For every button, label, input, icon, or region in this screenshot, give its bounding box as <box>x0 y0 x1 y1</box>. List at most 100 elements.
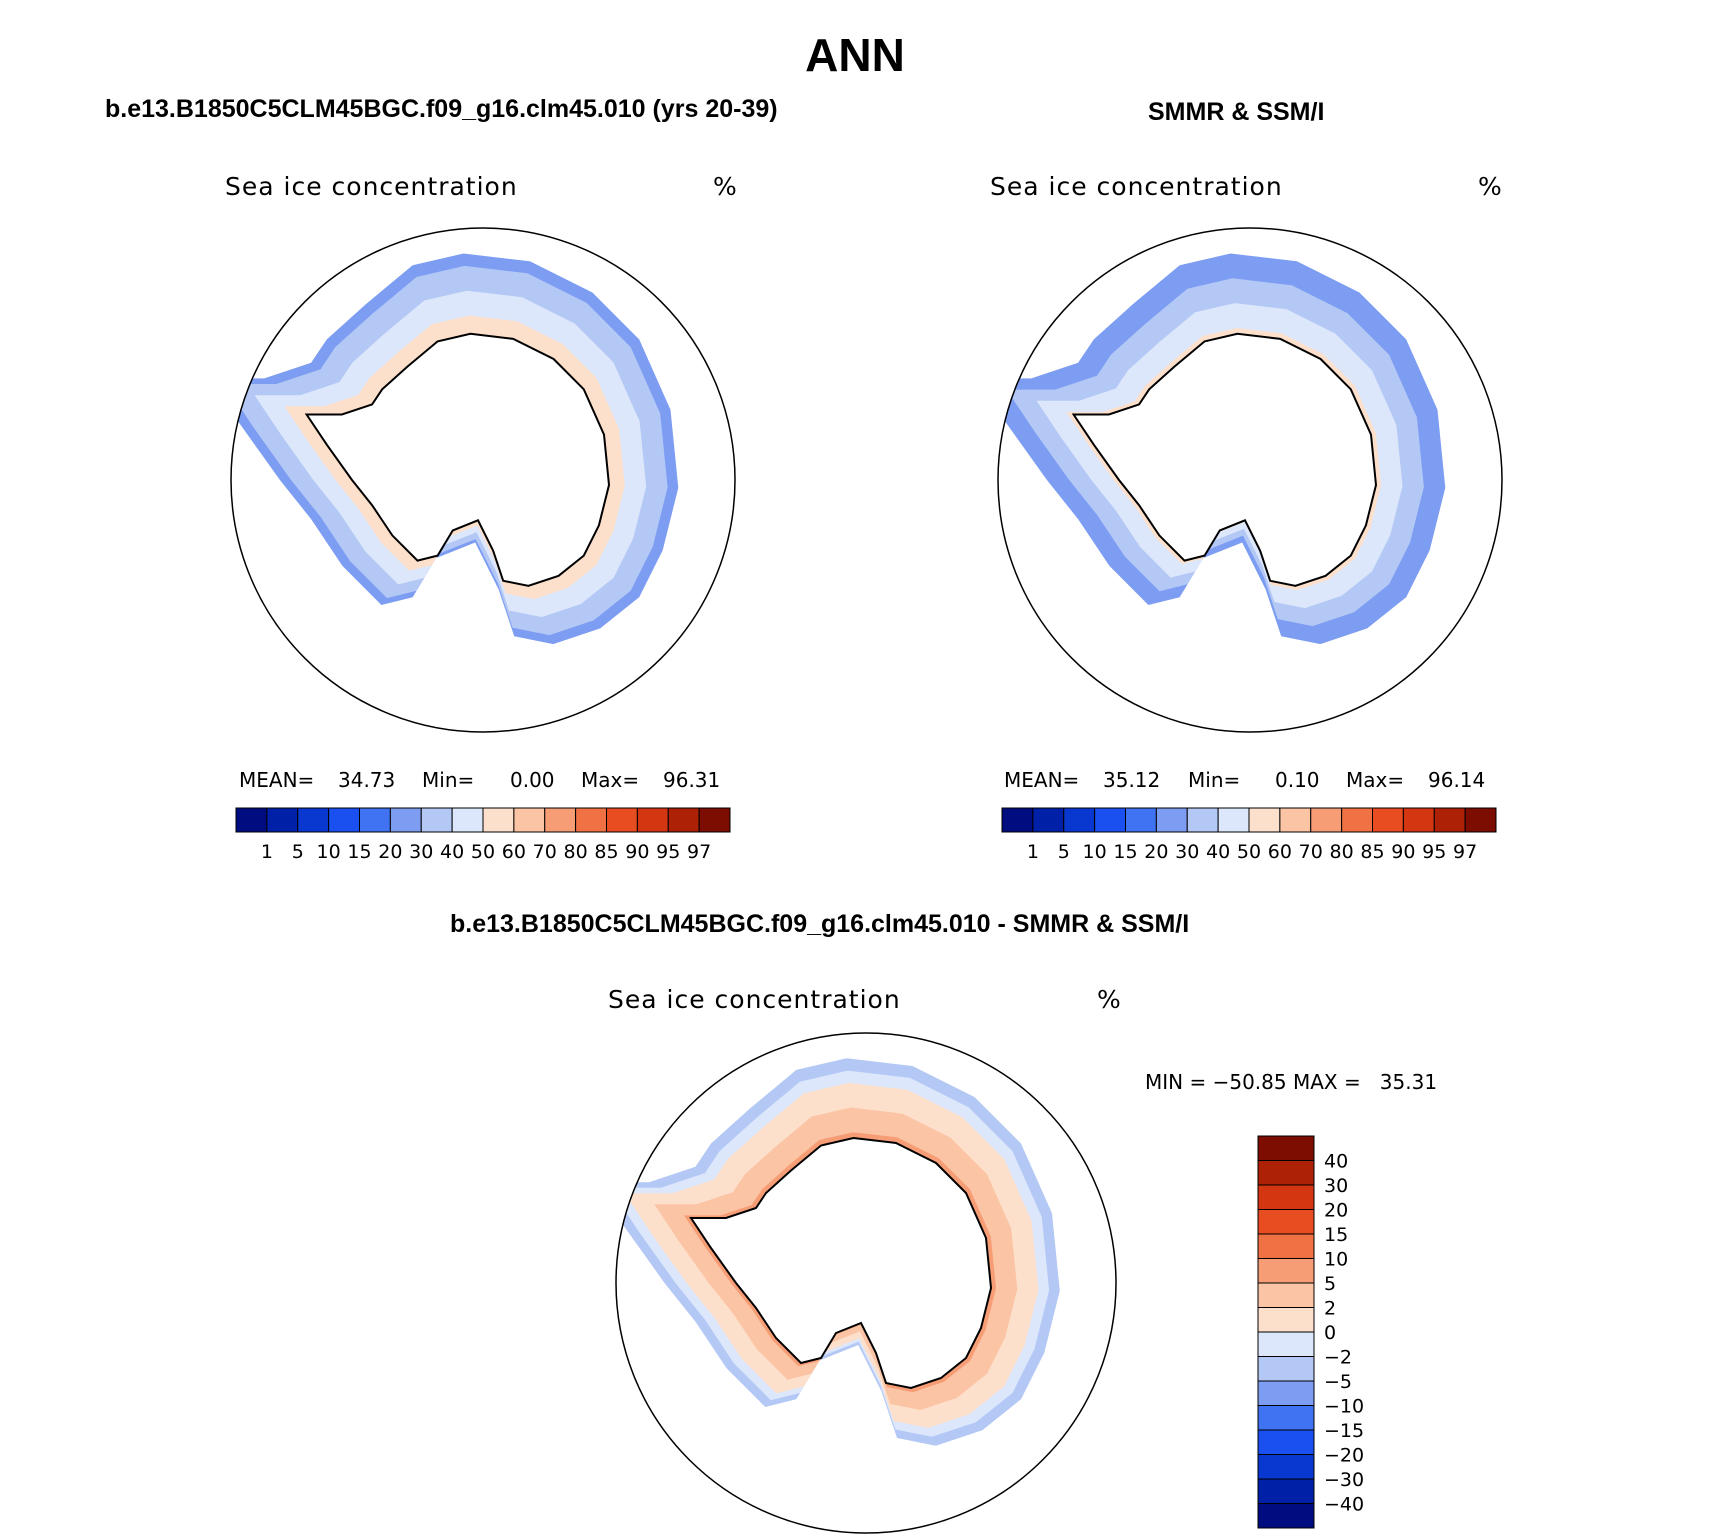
panel3-units-label: % <box>1097 985 1122 1014</box>
panel2-title: SMMR & SSM/I <box>1148 98 1325 126</box>
panel2-mean-label: MEAN= <box>1004 768 1080 792</box>
colorbar-box <box>1433 807 1466 833</box>
colorbar-tick-label: 1 <box>1027 841 1039 863</box>
colorbar-box <box>1257 1356 1315 1382</box>
colorbar-box <box>1402 807 1435 833</box>
colorbar-tick-label: 90 <box>625 841 649 863</box>
colorbar-box <box>1257 1160 1315 1186</box>
colorbar-tick-label: 5 <box>1058 841 1070 863</box>
colorbar-box <box>1257 1307 1315 1333</box>
panel1-max-value: 96.31 <box>663 768 721 792</box>
colorbar-box <box>1310 807 1343 833</box>
colorbar-box <box>1001 807 1034 833</box>
colorbar-tick-label: 15 <box>347 841 371 863</box>
colorbar-box <box>266 807 299 833</box>
colorbar-tick-label: 20 <box>1324 1200 1348 1222</box>
colorbar-tick-label: 60 <box>502 841 526 863</box>
panel1-title: b.e13.B1850C5CLM45BGC.f09_g16.clm45.010 … <box>105 95 778 123</box>
antarctica-coastline <box>1071 332 1378 587</box>
colorbar-tick-label: 90 <box>1391 841 1415 863</box>
panel2-max-label: Max= <box>1346 768 1405 792</box>
colorbar-box <box>1125 807 1157 833</box>
panel1-min-label: Min= <box>422 768 475 792</box>
colorbar-box <box>1155 807 1188 833</box>
colorbar-box <box>1257 1331 1315 1357</box>
map-boundary <box>997 227 1503 733</box>
colorbar-box <box>667 807 700 833</box>
antarctica-coastline <box>304 332 611 587</box>
colorbar-tick-label: 50 <box>1237 841 1261 863</box>
colorbar-tick-label: 40 <box>440 841 464 863</box>
colorbar-box <box>1257 1209 1315 1235</box>
colorbar-tick-label: 20 <box>1144 841 1168 863</box>
colorbar-box <box>513 807 546 833</box>
map-boundary <box>230 227 736 733</box>
colorbar-tick-label: −15 <box>1324 1420 1364 1442</box>
colorbar-box <box>1248 807 1281 833</box>
panel1-mean-value: 34.73 <box>338 768 396 792</box>
panel2-variable-label: Sea ice concentration <box>990 172 1283 201</box>
colorbar-1: 1 5 10 15 20 30 40 50 60 70 80 85 90 95 97 <box>235 807 731 863</box>
colorbar-tick-label: 15 <box>1324 1224 1348 1246</box>
colorbar-tick-label: 60 <box>1268 841 1292 863</box>
panel2-units-label: % <box>1478 172 1503 201</box>
colorbar-tick-label: 97 <box>1453 841 1477 863</box>
colorbar-box <box>1094 807 1126 833</box>
colorbar-box <box>328 807 360 833</box>
colorbar-box <box>235 807 268 833</box>
colorbar-tick-label: 30 <box>1175 841 1199 863</box>
colorbar-tick-label: 0 <box>1324 1322 1336 1344</box>
colorbar-box <box>1257 1454 1315 1480</box>
colorbar-tick-label: 70 <box>1299 841 1323 863</box>
colorbar-tick-label: 40 <box>1324 1151 1348 1173</box>
colorbar-box <box>1257 1503 1315 1529</box>
panel3-minmax-label: MIN = −50.85 MAX = 35.31 <box>1145 1070 1438 1094</box>
colorbar-box <box>544 807 577 833</box>
panel2-min-value: 0.10 <box>1275 768 1320 792</box>
colorbar-tick-label: −10 <box>1324 1396 1364 1418</box>
colorbar-box <box>451 807 484 833</box>
colorbar-tick-label: −30 <box>1324 1469 1364 1491</box>
colorbar-box <box>1257 1258 1315 1284</box>
colorbar-tick-label: 80 <box>564 841 588 863</box>
colorbar-tick-label: 1 <box>261 841 273 863</box>
colorbar-tick-label: 40 <box>1206 841 1230 863</box>
colorbar-tick-label: 95 <box>1422 841 1446 863</box>
colorbar-tick-label: 85 <box>1360 841 1384 863</box>
panel3-variable-label: Sea ice concentration <box>608 985 901 1014</box>
colorbar-tick-label: 10 <box>1324 1249 1348 1271</box>
colorbar-box <box>1464 807 1497 833</box>
colorbar-box <box>420 807 453 833</box>
figure-title: ANN <box>805 29 905 81</box>
map-panel-2 <box>997 227 1503 733</box>
map-boundary <box>615 1032 1117 1534</box>
map-panel-3 <box>615 1032 1117 1534</box>
colorbar-box <box>1257 1478 1315 1504</box>
panel1-variable-label: Sea ice concentration <box>225 172 518 201</box>
panel2-mean-value: 35.12 <box>1103 768 1161 792</box>
panel3-title: b.e13.B1850C5CLM45BGC.f09_g16.clm45.010 … <box>450 910 1190 938</box>
colorbar-box <box>1341 807 1373 833</box>
colorbar-tick-label: 85 <box>594 841 618 863</box>
colorbar-box <box>297 807 330 833</box>
colorbar-box <box>1257 1380 1315 1406</box>
colorbar-box <box>482 807 515 833</box>
map-panel-1 <box>230 227 736 733</box>
colorbar-box <box>1186 807 1219 833</box>
colorbar-box <box>1063 807 1096 833</box>
colorbar-box <box>1257 1282 1315 1308</box>
colorbar-tick-label: 10 <box>317 841 341 863</box>
colorbar-tick-label: 97 <box>687 841 711 863</box>
colorbar-tick-label: 95 <box>656 841 680 863</box>
colorbar-2: 1 5 10 15 20 30 40 50 60 70 80 85 90 95 97 <box>1001 807 1497 863</box>
colorbar-box <box>698 807 731 833</box>
panel1-min-value: 0.00 <box>510 768 555 792</box>
colorbar-tick-label: 5 <box>1324 1273 1336 1295</box>
colorbar-tick-label: 5 <box>292 841 304 863</box>
colorbar-box <box>359 807 391 833</box>
colorbar-tick-label: 30 <box>1324 1175 1348 1197</box>
colorbar-box <box>606 807 638 833</box>
colorbar-box <box>1279 807 1312 833</box>
